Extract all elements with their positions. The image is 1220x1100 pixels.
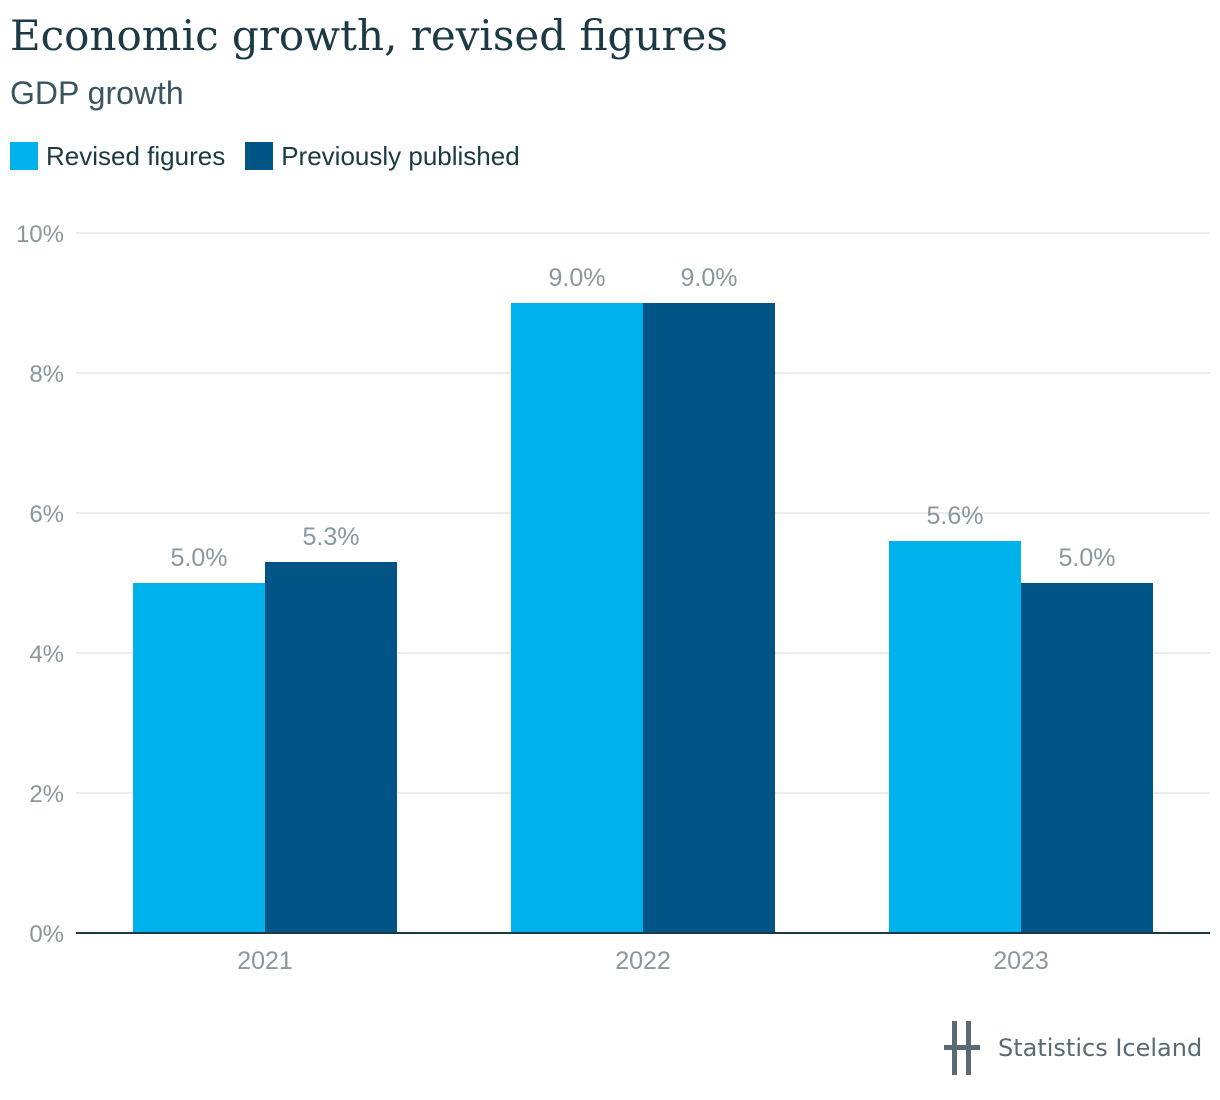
legend-swatch-previous [245, 142, 274, 170]
bar [889, 541, 1021, 933]
data-label: 5.0% [1059, 544, 1116, 572]
chart-subtitle: GDP growth [10, 75, 184, 111]
legend-item-previous: Previously published [245, 140, 520, 172]
data-label: 5.0% [171, 544, 228, 572]
source-logo: Statistics Iceland [944, 1018, 1202, 1078]
bar [133, 583, 265, 933]
bar [643, 303, 775, 933]
x-tick-label: 2023 [993, 947, 1049, 975]
source-label: Statistics Iceland [998, 1034, 1203, 1062]
y-tick-label: 4% [29, 641, 64, 668]
chart-title: Economic growth, revised figures [10, 11, 728, 60]
x-tick-label: 2022 [615, 947, 671, 975]
bar [1021, 583, 1153, 933]
legend-label-previous: Previously published [281, 140, 520, 171]
bar [265, 562, 397, 933]
y-tick-label: 6% [29, 501, 64, 528]
legend-item-revised: Revised figures [10, 141, 225, 172]
y-tick-label: 0% [29, 921, 64, 948]
x-tick-label: 2021 [237, 947, 293, 975]
y-tick-label: 8% [29, 361, 64, 388]
legend-swatch-revised [10, 142, 38, 170]
y-tick-label: 2% [29, 781, 64, 808]
statistics-iceland-logo-icon [944, 1021, 980, 1075]
data-label: 9.0% [549, 264, 606, 292]
y-tick-label: 10% [16, 221, 64, 248]
data-label: 5.3% [303, 523, 360, 551]
data-label: 5.6% [927, 502, 984, 530]
legend-label-revised: Revised figures [46, 140, 226, 171]
legend: Revised figures Previously published [10, 138, 540, 174]
bar [511, 303, 643, 933]
data-label: 9.0% [681, 264, 738, 292]
